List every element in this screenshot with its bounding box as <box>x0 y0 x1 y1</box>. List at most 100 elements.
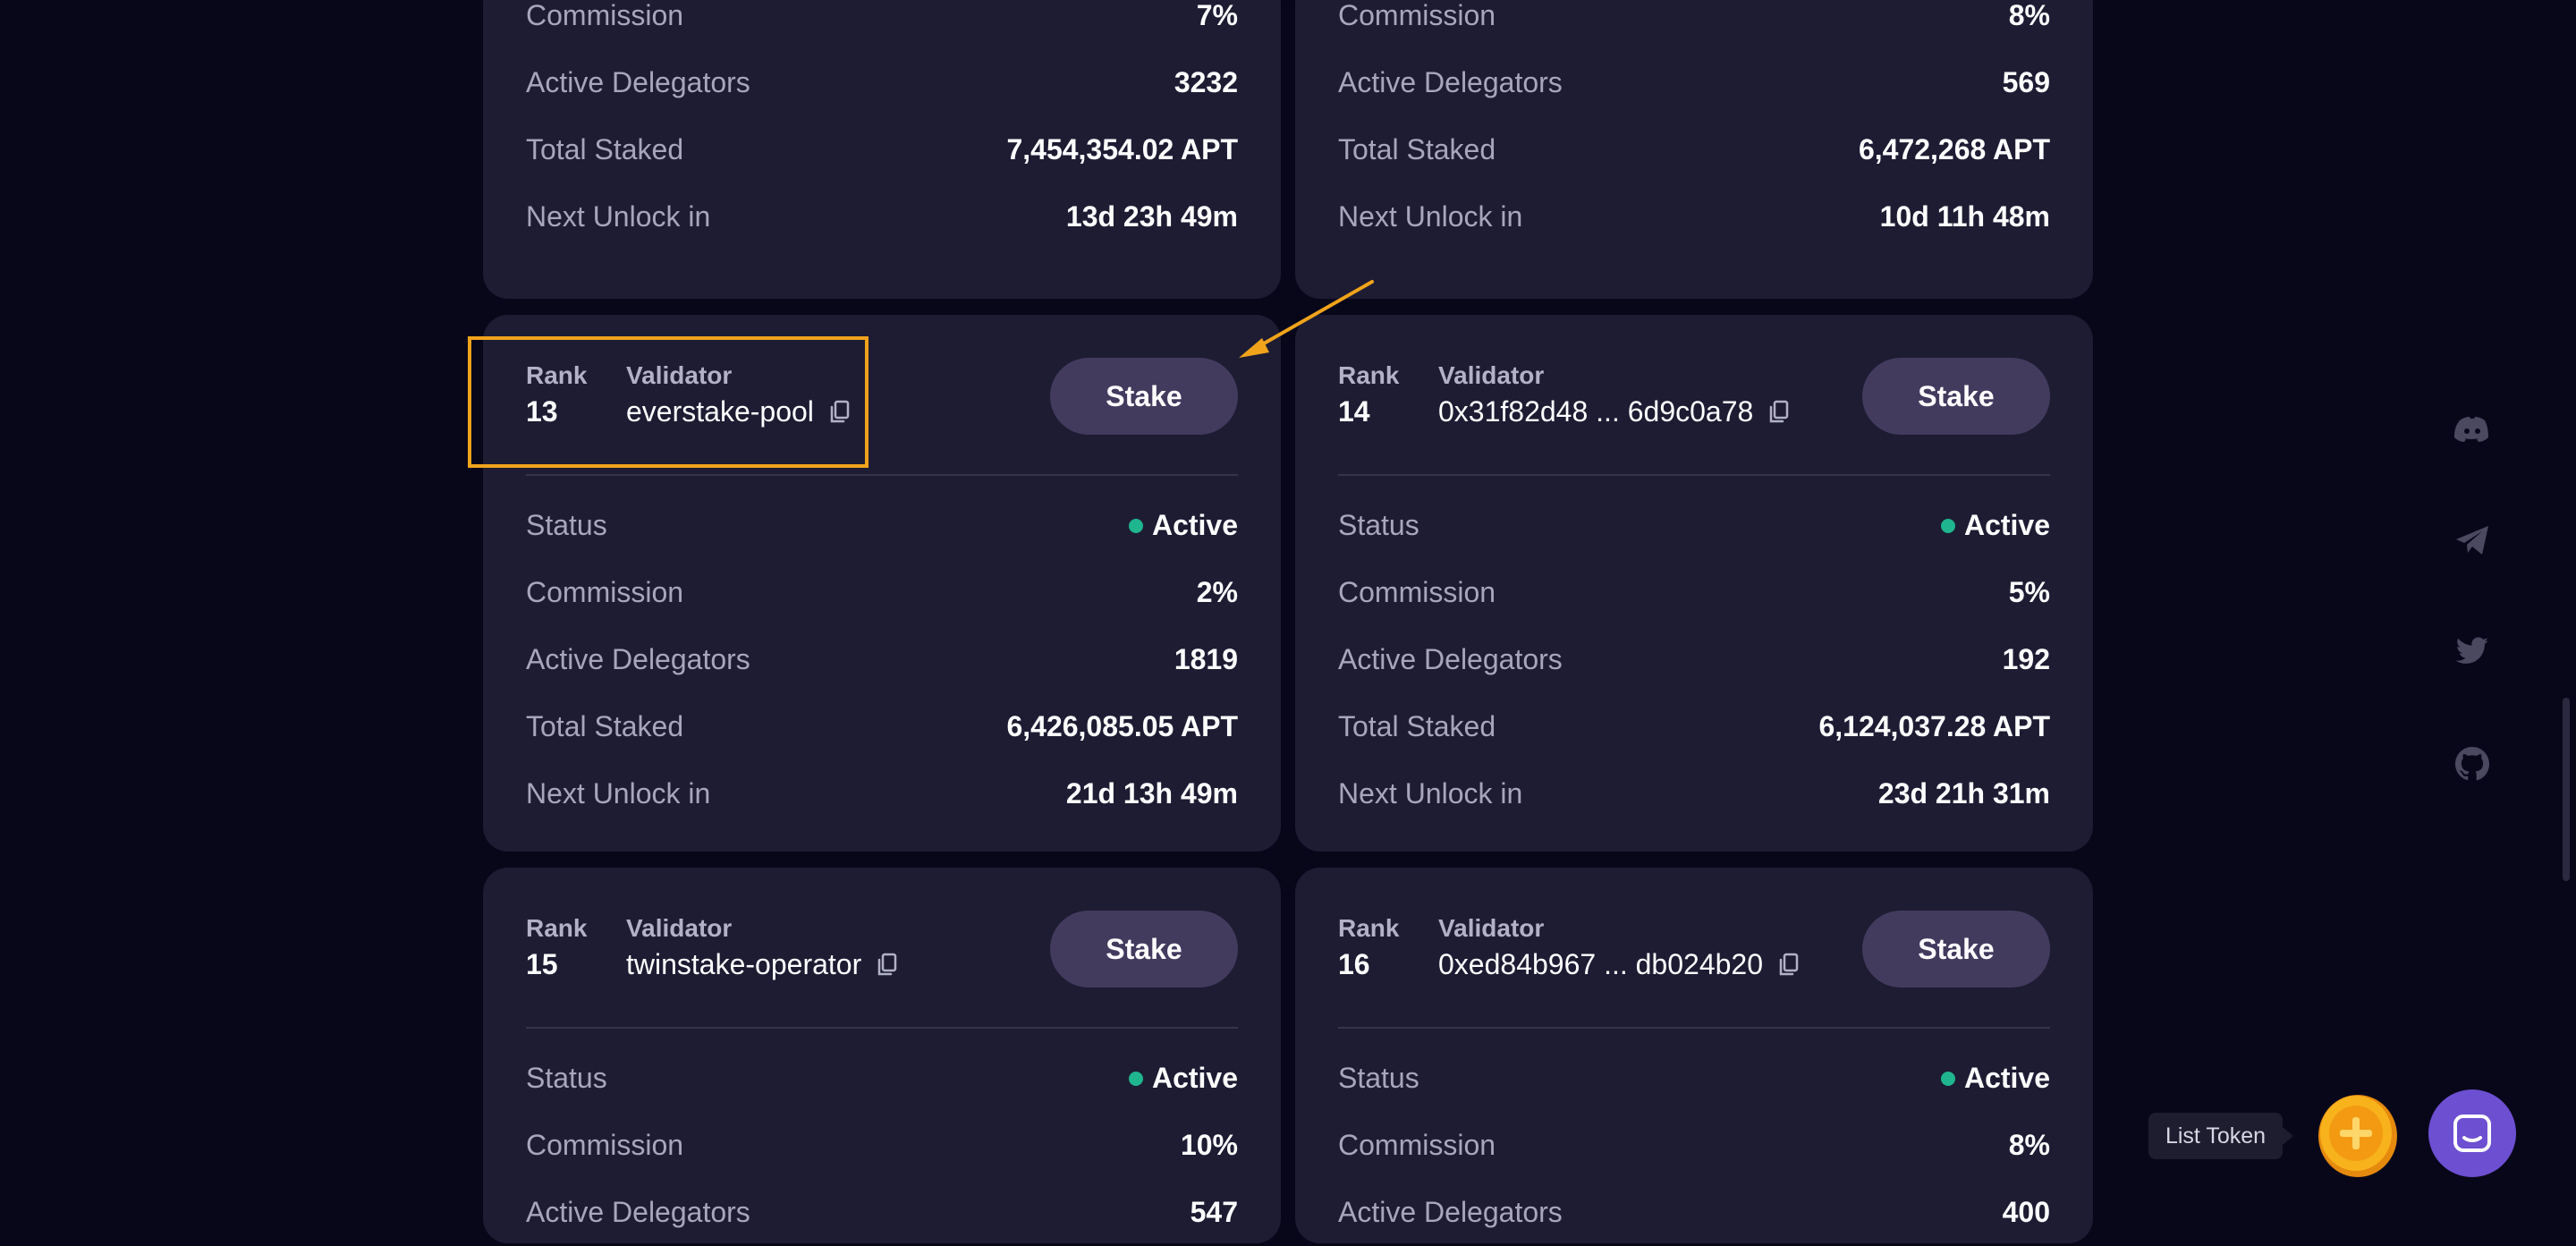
row-value: 7% <box>1196 0 1238 31</box>
row-label: Commission <box>526 0 684 31</box>
commission-row: Commission 8% <box>1338 1112 2050 1179</box>
row-value: 1819 <box>1174 643 1238 675</box>
row-label: Total Staked <box>1338 710 1496 742</box>
next-unlock-row: Next Unlock in 23d 21h 31m <box>1338 760 2050 827</box>
status-badge: Active <box>1940 509 2050 542</box>
validator-card: Rank Validator 15 twinstake-operator Sta… <box>483 868 1281 1243</box>
row-value: 2% <box>1196 576 1238 608</box>
row-value: 8% <box>2008 0 2050 31</box>
status-text: Active <box>1151 1062 1238 1094</box>
status-text: Active <box>1963 509 2050 541</box>
annotation-arrow-icon <box>1239 280 1374 358</box>
rank-label: Rank <box>1338 914 1400 942</box>
copy-icon[interactable] <box>1767 400 1791 425</box>
next-unlock-row: Next Unlock in 13d 23h 49m <box>526 183 1238 250</box>
rank-value: 16 <box>1338 948 1370 980</box>
row-label: Total Staked <box>1338 133 1496 165</box>
status-badge: Active <box>1128 1062 1238 1095</box>
copy-icon[interactable] <box>1777 953 1801 978</box>
status-dot-icon <box>1940 1071 1955 1086</box>
validator-label: Validator <box>626 361 733 389</box>
row-value: 6,426,085.05 APT <box>1006 710 1238 742</box>
total-staked-row: Total Staked 6,124,037.28 APT <box>1338 693 2050 760</box>
commission-row: Commission 8% <box>1338 0 2050 49</box>
row-value: 6,124,037.28 APT <box>1818 710 2050 742</box>
validator-card: Commission 8% Active Delegators 569 Total … <box>1295 0 2093 299</box>
row-label: Active Delegators <box>526 66 750 98</box>
row-label: Active Delegators <box>526 1196 750 1228</box>
row-value: 21d 13h 49m <box>1065 777 1238 809</box>
stake-button[interactable]: Stake <box>1050 911 1238 987</box>
row-label: Active Delegators <box>1338 1196 1563 1228</box>
status-text: Active <box>1151 509 1238 541</box>
next-unlock-row: Next Unlock in 10d 11h 48m <box>1338 183 2050 250</box>
status-dot-icon <box>1128 518 1143 533</box>
row-value: 10d 11h 48m <box>1879 200 2050 233</box>
validator-label: Validator <box>1438 361 1545 389</box>
validator-card: Rank Validator 13 everstake-pool Stake S… <box>483 315 1281 852</box>
row-label: Commission <box>526 1129 684 1161</box>
row-value: 569 <box>2002 66 2050 98</box>
status-row: Status Active <box>526 1045 1238 1112</box>
validator-name: twinstake-operator <box>626 948 899 981</box>
twitter-icon[interactable] <box>2453 631 2492 671</box>
row-label: Active Delegators <box>1338 66 1563 98</box>
row-label: Commission <box>1338 0 1496 31</box>
row-value: 13d 23h 49m <box>1065 200 1238 233</box>
validator-address: 0xed84b967 ... db024b20 <box>1438 948 1763 980</box>
row-value: 400 <box>2002 1196 2050 1228</box>
row-label: Next Unlock in <box>1338 200 1523 233</box>
next-unlock-row: Next Unlock in 21d 13h 49m <box>526 760 1238 827</box>
chat-button[interactable] <box>2428 1089 2516 1177</box>
card-header: Rank Validator 14 0x31f82d48 ... 6d9c0a7… <box>1338 315 2050 476</box>
active-delegators-row: Active Delegators 3232 <box>526 49 1238 116</box>
telegram-icon[interactable] <box>2453 521 2492 560</box>
row-label: Next Unlock in <box>526 200 711 233</box>
active-delegators-row: Active Delegators 1819 <box>526 626 1238 693</box>
row-label: Status <box>1338 1062 1419 1094</box>
list-token-coin-icon[interactable] <box>2315 1089 2401 1179</box>
scrollbar-thumb[interactable] <box>2563 698 2570 881</box>
row-value: 10% <box>1180 1129 1238 1161</box>
row-value: 547 <box>1190 1196 1238 1228</box>
stake-button[interactable]: Stake <box>1862 911 2050 987</box>
validator-card: Commission 7% Active Delegators 3232 Total… <box>483 0 1281 299</box>
total-staked-row: Total Staked 7,454,354.02 APT <box>526 116 1238 183</box>
status-row: Status Active <box>1338 492 2050 559</box>
active-delegators-row: Active Delegators 192 <box>1338 626 2050 693</box>
row-label: Total Staked <box>526 133 684 165</box>
status-row: Status Active <box>1338 1045 2050 1112</box>
validator-card: Rank Validator 16 0xed84b967 ... db024b2… <box>1295 868 2093 1243</box>
copy-icon[interactable] <box>828 400 852 425</box>
highlight-box <box>468 336 869 468</box>
status-row: Status Active <box>526 492 1238 559</box>
rank-value: 14 <box>1338 395 1370 428</box>
stake-button[interactable]: Stake <box>1050 358 1238 435</box>
discord-icon[interactable] <box>2453 410 2492 449</box>
status-badge: Active <box>1940 1062 2050 1095</box>
validator-name: 0x31f82d48 ... 6d9c0a78 <box>1438 395 1791 428</box>
row-value: 3232 <box>1174 66 1238 98</box>
copy-icon[interactable] <box>876 953 899 978</box>
chat-icon <box>2453 1115 2491 1152</box>
status-dot-icon <box>1128 1071 1143 1086</box>
card-header: Rank Validator 16 0xed84b967 ... db024b2… <box>1338 868 2050 1029</box>
card-header: Rank Validator 15 twinstake-operator Sta… <box>526 868 1238 1029</box>
row-label: Active Delegators <box>526 643 750 675</box>
row-label: Commission <box>1338 1129 1496 1161</box>
row-label: Active Delegators <box>1338 643 1563 675</box>
github-icon[interactable] <box>2453 744 2492 784</box>
stake-button[interactable]: Stake <box>1862 358 2050 435</box>
row-value: 5% <box>2008 576 2050 608</box>
rank-value: 15 <box>526 948 558 980</box>
validator-address: 0x31f82d48 ... 6d9c0a78 <box>1438 395 1754 428</box>
active-delegators-row: Active Delegators 547 <box>526 1179 1238 1246</box>
status-badge: Active <box>1128 509 1238 542</box>
rank-value: 13 <box>526 395 558 428</box>
commission-row: Commission 2% <box>526 559 1238 626</box>
rank-label: Rank <box>526 361 588 389</box>
row-label: Commission <box>526 576 684 608</box>
row-value: 8% <box>2008 1129 2050 1161</box>
row-label: Status <box>526 509 607 541</box>
row-label: Next Unlock in <box>1338 777 1523 809</box>
